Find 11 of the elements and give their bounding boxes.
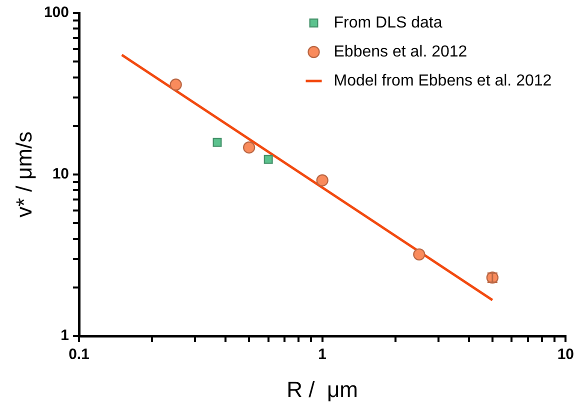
y-tick-label: 100 <box>44 4 69 22</box>
y-axis-title: v* / μm/s <box>11 131 36 218</box>
legend-label: Model from Ebbens et al. 2012 <box>334 72 552 90</box>
x-tick-label: 1 <box>318 346 326 364</box>
legend-label: From DLS data <box>334 14 442 32</box>
legend-label: Ebbens et al. 2012 <box>334 43 468 60</box>
x-tick-label: 10 <box>557 346 574 364</box>
y-tick-label: 10 <box>52 166 69 183</box>
y-tick-label: 1 <box>60 327 69 344</box>
x-axis-title: R / μm <box>286 376 358 402</box>
x-tick-label: 0.1 <box>68 346 90 364</box>
